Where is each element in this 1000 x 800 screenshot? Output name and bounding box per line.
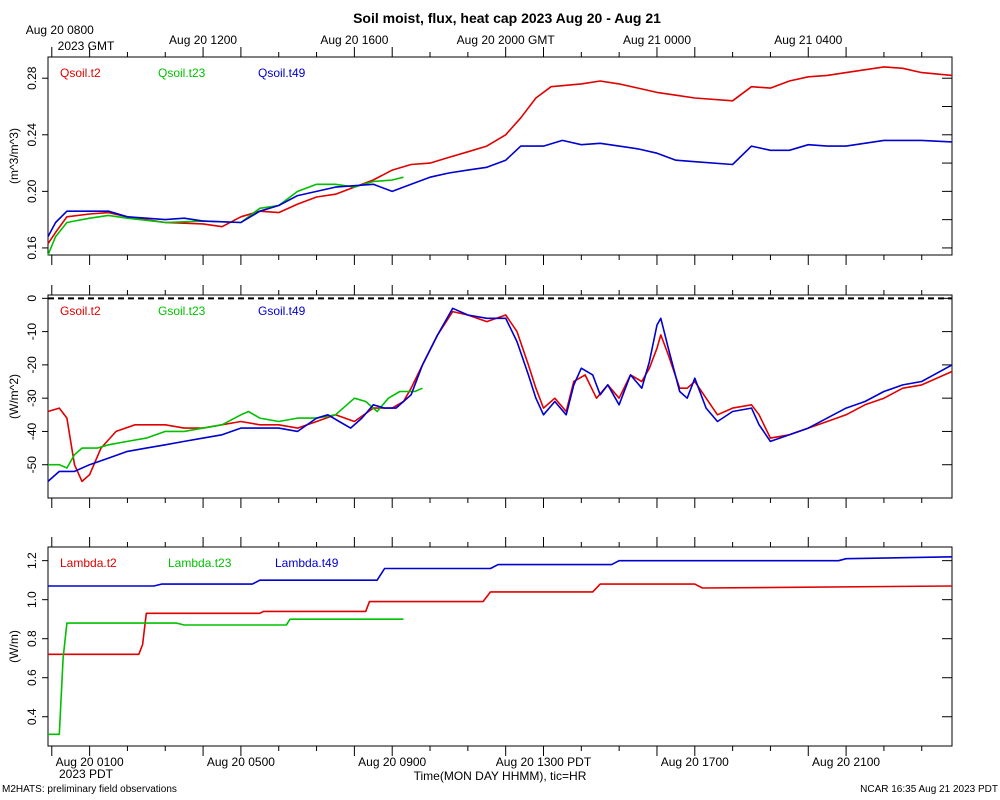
- legend-entry: Lambda.t23: [168, 556, 232, 570]
- top-axis-sublabel: 2023 GMT: [58, 39, 115, 53]
- y-tick-label: 0.16: [25, 236, 39, 260]
- y-tick-label: 0: [25, 295, 39, 302]
- top-axis-tick-label: Aug 20 1200: [169, 33, 237, 47]
- bottom-axis-tick-label: Aug 20 1300 PDT: [496, 755, 592, 769]
- y-tick-label: -20: [25, 356, 39, 374]
- legend-entry: Lambda.t49: [275, 556, 339, 570]
- top-axis-tick-label: Aug 20 1600: [320, 33, 388, 47]
- footer-left: M2HATS: preliminary field observations: [2, 784, 177, 795]
- y-tick-label: 0.24: [25, 123, 39, 147]
- series-line-lambda-t2: [48, 583, 953, 656]
- y-tick-label: 0.28: [25, 66, 39, 90]
- y-tick-label: 1.2: [25, 552, 39, 569]
- legend-entry: Qsoil.t23: [158, 66, 206, 80]
- footer-right: NCAR 16:35 Aug 21 2023 PDT: [860, 784, 998, 795]
- top-axis-tick-label: Aug 20 2000 GMT: [457, 33, 556, 47]
- y-axis-label: (m^3/m^3): [7, 128, 21, 184]
- legend-entry: Gsoil.t2: [60, 304, 101, 318]
- panel-frame: [47, 294, 953, 499]
- series-line-lambda-t49: [48, 556, 953, 587]
- panel-qsoil: 0.16 0.20 0.24 0.28 (m^3/m^3) Qsoil.t2 Qsoil.t…: [7, 47, 953, 265]
- y-tick-label: 0.6: [25, 669, 39, 686]
- bottom-axis-tick-label: Aug 20 1700: [661, 755, 729, 769]
- panel-frame: [47, 56, 953, 256]
- series-line-gsoil-t23: [48, 387, 423, 469]
- panel-lambda: 0.4 0.6 0.8 1.0 1.2 (W/m) Lambda.t2 Lambda.t23 L…: [7, 537, 953, 756]
- series-line-lambda-t23: [48, 618, 404, 736]
- y-tick-label: -10: [25, 323, 39, 341]
- y-axis-label: (W/m^2): [7, 374, 21, 419]
- legend-entry: Lambda.t2: [60, 556, 117, 570]
- top-axis-tick-label: Aug 21 0000: [623, 33, 691, 47]
- legend-entry: Gsoil.t23: [158, 304, 206, 318]
- y-tick-label: 0.4: [25, 708, 39, 725]
- legend-entry: Gsoil.t49: [258, 304, 306, 318]
- y-tick-label: 0.20: [25, 179, 39, 203]
- top-axis-tick-label: Aug 20 0800: [26, 23, 94, 37]
- y-tick-label: -50: [25, 456, 39, 474]
- chart-title: Soil moist, flux, heat cap 2023 Aug 20 -…: [353, 10, 661, 26]
- y-tick-label: 0.8: [25, 630, 39, 647]
- bottom-axis-tick-label: Aug 20 0500: [207, 755, 275, 769]
- legend-entry: Qsoil.t49: [258, 66, 306, 80]
- y-tick-label: -30: [25, 389, 39, 407]
- panel-gsoil: 0 -10 -20 -30 -40 -50 (W/m^2) Gsoil.t2 Gsoil.t23…: [7, 285, 953, 508]
- series-line-gsoil-t2: [47, 310, 953, 483]
- bottom-axis-sublabel: 2023 PDT: [59, 767, 114, 781]
- x-axis-label: Time(MON DAY HHMM), tic=HR: [414, 769, 587, 783]
- bottom-axis-tick-label: Aug 20 2100: [812, 755, 880, 769]
- series-line-gsoil-t49: [47, 307, 953, 482]
- legend-entry: Qsoil.t2: [60, 66, 101, 80]
- bottom-axis-tick-label: Aug 20 0100: [56, 755, 124, 769]
- y-tick-label: 1.0: [25, 591, 39, 608]
- y-tick-label: -40: [25, 422, 39, 440]
- bottom-axis-tick-label: Aug 20 0900: [358, 755, 426, 769]
- chart-panels: 0.16 0.20 0.24 0.28 (m^3/m^3) Qsoil.t2 Qsoil.t…: [7, 23, 953, 769]
- series-line-qsoil-t49: [47, 139, 953, 237]
- y-axis-label: (W/m): [7, 630, 21, 663]
- top-axis-tick-label: Aug 21 0400: [774, 33, 842, 47]
- series-line-qsoil-t2: [47, 66, 953, 245]
- panel-frame: [47, 546, 953, 747]
